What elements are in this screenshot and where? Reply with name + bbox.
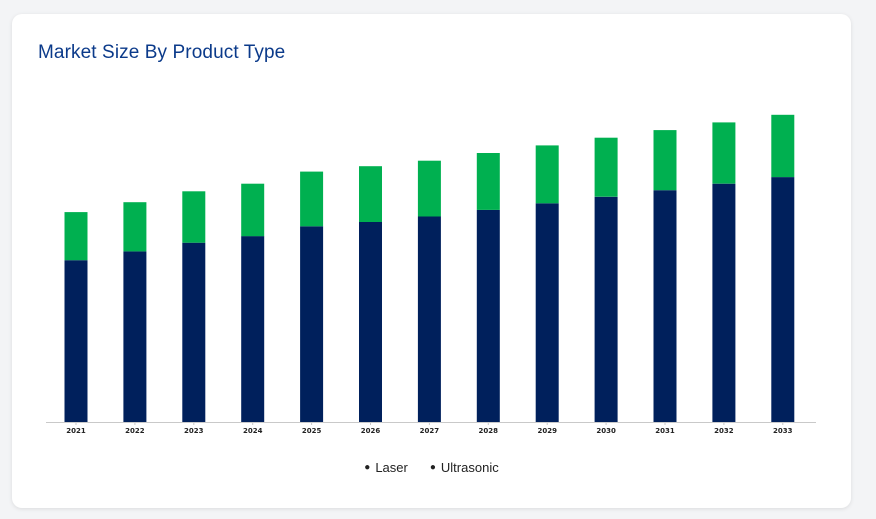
bar-ultrasonic-2030[interactable] — [594, 137, 618, 197]
bar-ultrasonic-2033[interactable] — [771, 114, 795, 178]
bar-ultrasonic-2022[interactable] — [123, 202, 147, 252]
bar-laser-2030[interactable] — [594, 196, 618, 422]
bar-ultrasonic-2026[interactable] — [359, 166, 382, 222]
legend-label: Laser — [375, 460, 408, 475]
bar-laser-2033[interactable] — [771, 177, 795, 422]
bar-ultrasonic-2029[interactable] — [535, 145, 559, 204]
bar-laser-2028[interactable] — [476, 209, 500, 422]
bar-ultrasonic-2028[interactable] — [476, 153, 500, 210]
bar-laser-2027[interactable] — [417, 216, 441, 423]
x-tick-label: 2033 — [773, 427, 793, 435]
bar-laser-2021[interactable] — [64, 260, 88, 422]
x-tick-label: 2024 — [243, 427, 263, 435]
stacked-bar-chart: 2021 2022 2023 2024 2025 2026 2027 2028 2029 2030… — [46, 114, 816, 435]
bar-ultrasonic-2023[interactable] — [182, 191, 206, 243]
chart-card: Market Size By Product Type 2021 2022 2023… — [12, 14, 851, 508]
x-tick-label: 2025 — [302, 427, 322, 435]
bar-ultrasonic-2032[interactable] — [712, 122, 736, 184]
x-tick-label: 2021 — [66, 427, 86, 435]
x-tick-label: 2022 — [125, 427, 145, 435]
x-tick-label: 2032 — [714, 427, 734, 435]
x-tick-label: 2029 — [537, 427, 557, 435]
x-tick-label: 2027 — [420, 427, 440, 435]
legend-bullet-icon: ● — [429, 461, 436, 473]
bar-ultrasonic-2027[interactable] — [417, 160, 441, 217]
bar-laser-2025[interactable] — [300, 226, 324, 422]
bar-laser-2029[interactable] — [535, 203, 559, 422]
bar-ultrasonic-2025[interactable] — [300, 171, 324, 227]
legend-bullet-icon: ● — [364, 461, 371, 473]
x-tick-label: 2026 — [361, 427, 381, 435]
x-tick-label: 2023 — [184, 427, 204, 435]
bar-laser-2031[interactable] — [653, 190, 677, 422]
bar-laser-2024[interactable] — [241, 236, 265, 422]
x-tick-label: 2028 — [479, 427, 499, 435]
bar-laser-2026[interactable] — [359, 221, 382, 422]
legend-item-laser[interactable]: ● Laser — [364, 460, 408, 475]
legend-item-ultrasonic[interactable]: ● Ultrasonic — [430, 460, 499, 475]
bar-laser-2023[interactable] — [182, 242, 206, 422]
bar-laser-2032[interactable] — [712, 183, 736, 422]
bar-laser-2022[interactable] — [123, 251, 147, 422]
chart-title: Market Size By Product Type — [38, 42, 286, 63]
x-tick-label: 2030 — [596, 427, 616, 435]
bar-ultrasonic-2021[interactable] — [64, 212, 88, 261]
bar-ultrasonic-2031[interactable] — [653, 130, 677, 191]
chart-legend: ● Laser ● Ultrasonic — [12, 460, 851, 475]
x-tick-label: 2031 — [655, 427, 675, 435]
legend-label: Ultrasonic — [440, 460, 499, 475]
bar-ultrasonic-2024[interactable] — [241, 183, 265, 237]
